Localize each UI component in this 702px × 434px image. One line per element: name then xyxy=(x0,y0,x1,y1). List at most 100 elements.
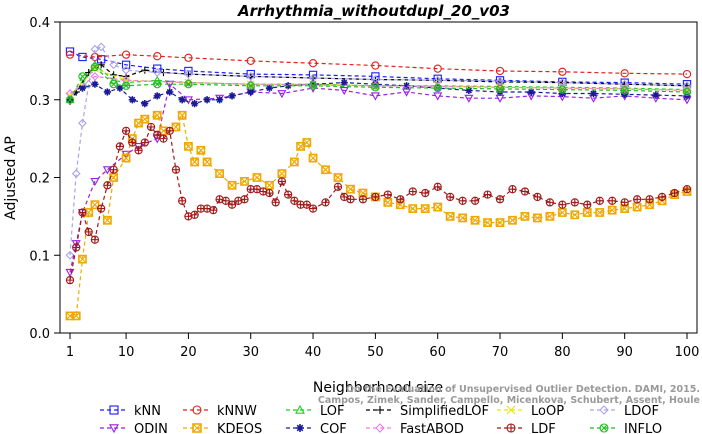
data-point xyxy=(340,79,348,87)
legend-marker xyxy=(376,406,384,414)
data-point xyxy=(620,86,629,95)
data-point xyxy=(252,173,262,182)
data-point xyxy=(458,196,467,205)
series-line-knn xyxy=(69,50,688,85)
data-point xyxy=(184,53,193,62)
legend-label: SimplifiedLOF xyxy=(400,404,489,419)
legend-item-knnw: kNNW xyxy=(183,404,257,419)
data-point xyxy=(184,78,193,87)
x-axis: 1 10 20 30 40 50 60 70 80 90 100 xyxy=(66,333,700,360)
data-point xyxy=(152,75,162,84)
data-point xyxy=(308,204,318,213)
series-line-knnw xyxy=(69,54,688,75)
data-point xyxy=(65,89,75,98)
data-point xyxy=(383,190,392,199)
data-point xyxy=(520,211,530,221)
data-point xyxy=(121,81,131,90)
data-point xyxy=(184,80,193,89)
series-inflo xyxy=(65,62,692,104)
data-point xyxy=(153,80,162,89)
data-point xyxy=(121,65,131,75)
data-point xyxy=(527,88,535,96)
data-point xyxy=(290,196,299,205)
data-point xyxy=(102,166,112,175)
data-point xyxy=(265,188,274,198)
legend-marker xyxy=(109,424,119,434)
x-tick-label: 50 xyxy=(367,345,384,360)
data-point xyxy=(171,165,181,174)
data-point xyxy=(121,60,131,69)
x-tick-label: 100 xyxy=(675,345,700,360)
data-point xyxy=(166,88,174,96)
legend-marker xyxy=(296,424,304,432)
data-point xyxy=(90,44,100,54)
data-point xyxy=(65,250,75,260)
data-point xyxy=(265,84,274,92)
legend-label: LoOP xyxy=(531,404,564,419)
x-tick-label: 60 xyxy=(429,345,446,360)
data-point xyxy=(91,80,99,88)
data-point xyxy=(71,169,81,178)
x-tick-label: 90 xyxy=(616,345,633,360)
data-point xyxy=(308,153,318,163)
series-line-fastabod xyxy=(69,75,688,94)
data-point xyxy=(333,182,343,191)
data-point xyxy=(115,142,125,151)
data-point xyxy=(657,192,667,202)
watermark-line-1: On the Evaluation of Unsupervised Outlie… xyxy=(346,384,700,395)
series-ldf xyxy=(65,122,692,285)
data-point xyxy=(184,142,193,151)
data-point xyxy=(109,75,119,84)
legend-marker xyxy=(599,423,609,433)
legend-item-ldof: LDOF xyxy=(590,404,659,419)
data-point xyxy=(557,208,567,217)
data-point xyxy=(246,81,255,90)
data-point xyxy=(215,169,224,179)
data-point xyxy=(277,177,287,186)
data-point xyxy=(227,200,237,209)
data-point xyxy=(65,275,75,285)
data-point xyxy=(202,157,212,167)
data-point xyxy=(533,192,542,202)
data-point xyxy=(408,204,418,213)
x-axis-label: Neighborhood size xyxy=(313,380,443,396)
data-point xyxy=(109,80,118,89)
data-point xyxy=(84,79,94,89)
data-point xyxy=(103,88,111,96)
data-point xyxy=(558,85,567,94)
data-point xyxy=(72,243,81,252)
data-point xyxy=(146,122,156,132)
data-point xyxy=(383,197,393,207)
legend-label: ODIN xyxy=(134,422,168,434)
x-tick-label: 70 xyxy=(492,345,509,360)
legend-item-lof: LOF xyxy=(286,404,345,419)
data-point xyxy=(470,196,480,205)
data-point xyxy=(152,110,162,120)
data-point xyxy=(608,196,617,205)
data-point xyxy=(302,200,311,209)
data-point xyxy=(209,206,218,215)
data-point xyxy=(221,196,230,205)
data-point xyxy=(433,75,443,85)
legend-label: KDEOS xyxy=(217,422,262,434)
data-point xyxy=(177,110,187,120)
data-point xyxy=(121,153,131,163)
data-point xyxy=(309,80,317,88)
data-point xyxy=(78,52,87,62)
data-point xyxy=(153,130,162,139)
legend-marker xyxy=(192,405,202,415)
chart-title: Arrhythmia_withoutdupl_20_v03 xyxy=(237,2,510,20)
data-point xyxy=(620,79,630,89)
data-point xyxy=(246,80,255,89)
data-point xyxy=(109,165,118,174)
legend-marker xyxy=(506,405,516,415)
legend-item-ldf: LDF xyxy=(497,422,556,434)
data-point xyxy=(308,59,318,68)
data-point xyxy=(116,84,124,92)
legend-marker xyxy=(109,405,119,415)
data-point xyxy=(533,213,542,223)
y-tick-label: 0.1 xyxy=(29,249,50,264)
data-point xyxy=(140,138,149,147)
series-knnw xyxy=(65,50,692,79)
